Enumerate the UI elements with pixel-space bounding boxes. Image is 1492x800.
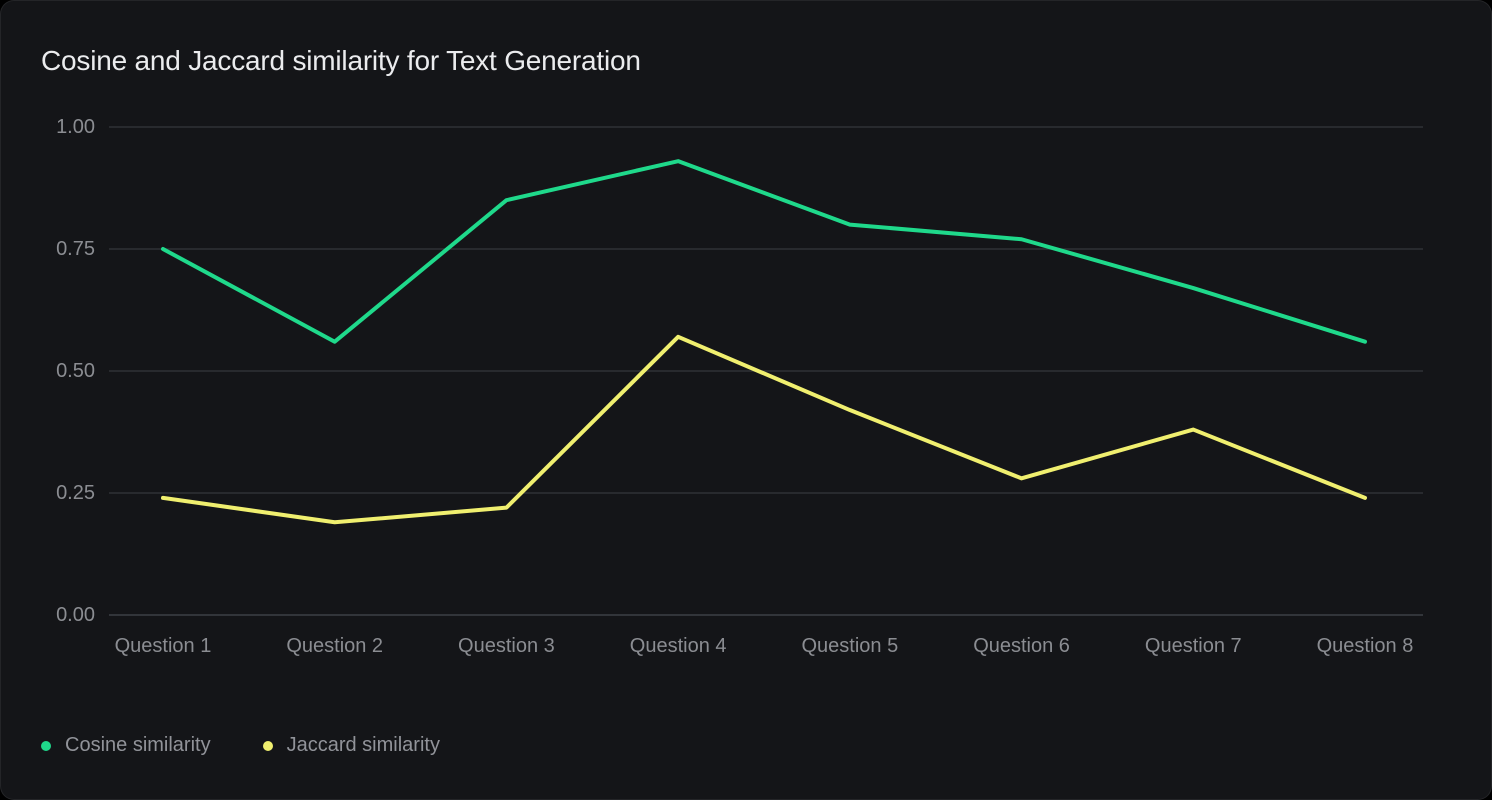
x-axis-tick-label-6: Question 6 (973, 635, 1070, 657)
legend-color-dot-icon (262, 740, 273, 751)
series-line-jaccard-similarity[interactable] (161, 334, 1367, 525)
y-axis-tick-label-0.50: 0.50 (56, 360, 95, 382)
legend-color-dot-icon (41, 740, 51, 751)
y-axis-tick-label-0.00: 0.00 (56, 604, 95, 626)
y-axis-tick-label-0.75: 0.75 (56, 238, 95, 260)
chart-legend: Cosine similarity Jaccard similarity (41, 734, 440, 757)
legend-item-label: Jaccard similarity (286, 734, 440, 756)
series-line-cosine-similarity[interactable] (161, 159, 1367, 344)
x-axis-tick-label-8: Question 8 (1316, 635, 1414, 657)
y-axis-tick-label-0.25: 0.25 (56, 482, 95, 504)
legend-item-label: Cosine similarity (65, 734, 211, 756)
x-axis-tick-label-1: Question 1 (114, 635, 212, 657)
legend-item-jaccard-similarity[interactable]: Jaccard similarity (262, 734, 440, 757)
x-axis-tick-label-4: Question 4 (629, 635, 727, 657)
chart-title: Cosine and Jaccard similarity for Text G… (41, 45, 641, 76)
x-axis-tick-label-2: Question 2 (286, 635, 384, 657)
x-axis-tick-label-3: Question 3 (458, 635, 555, 657)
legend-item-cosine-similarity[interactable]: Cosine similarity (41, 734, 211, 757)
y-axis-tick-label-1.00: 1.00 (56, 116, 95, 138)
x-axis-tick-label-7: Question 7 (1144, 635, 1242, 657)
x-axis-tick-label-5: Question 5 (801, 635, 899, 657)
